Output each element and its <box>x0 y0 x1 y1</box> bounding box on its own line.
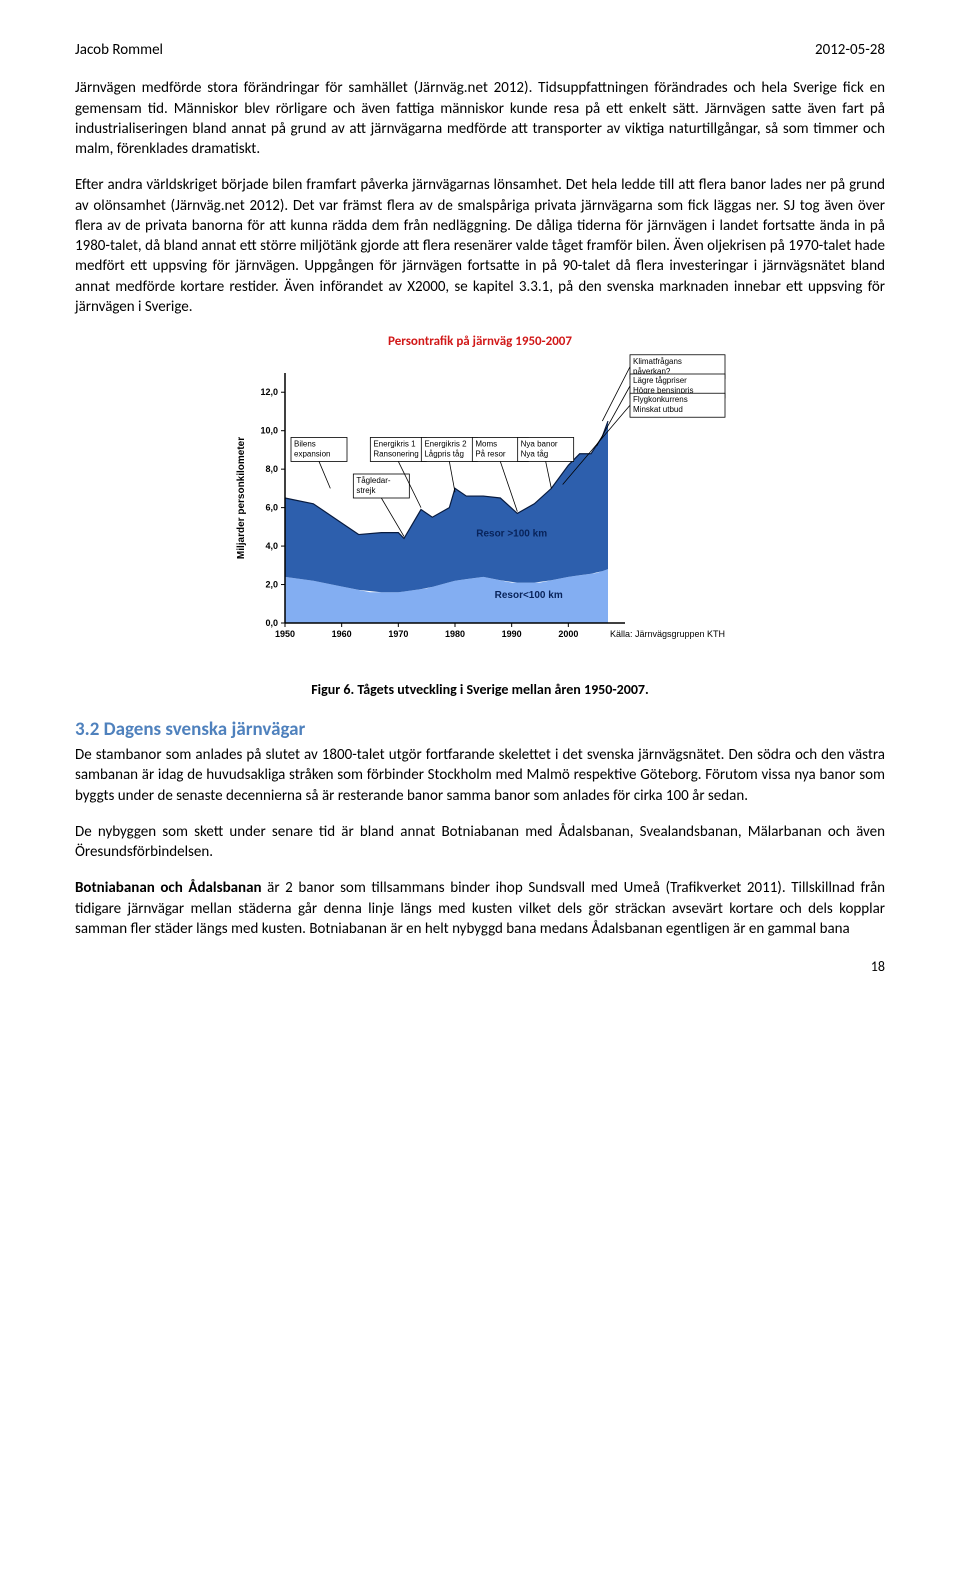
section-para-1: De stambanor som anlades på slutet av 18… <box>75 745 885 806</box>
area-label: Resor >100 km <box>476 528 547 539</box>
annotation-text: Ransonering <box>373 449 418 458</box>
annotation-text: Flygkonkurrens <box>633 395 688 404</box>
annotation-leader <box>597 386 630 446</box>
annotation-text: Lägre tågpriser <box>633 376 687 385</box>
svg-text:6,0: 6,0 <box>265 502 278 512</box>
body-text: Järnvägen medförde stora förändringar fö… <box>75 78 885 939</box>
annotation-leader <box>449 461 455 492</box>
svg-text:10,0: 10,0 <box>260 425 278 435</box>
header-date: 2012-05-28 <box>815 40 885 60</box>
svg-text:4,0: 4,0 <box>265 541 278 551</box>
page-number: 18 <box>871 958 885 977</box>
paragraph-1: Järnvägen medförde stora förändringar fö… <box>75 78 885 159</box>
annotation-leader <box>546 461 552 488</box>
svg-text:2,0: 2,0 <box>265 579 278 589</box>
page-header: Jacob Rommel 2012-05-28 <box>75 40 885 60</box>
annotation-text: Lågpris tåg <box>424 449 464 458</box>
chart-title: Persontrafik på järnväg 1950-2007 <box>230 333 730 351</box>
annotation-text: Moms <box>475 439 497 448</box>
chart-container: Persontrafik på järnväg 1950-2007 0,0 2,0… <box>230 333 730 653</box>
svg-text:0,0: 0,0 <box>265 618 278 628</box>
svg-text:2000: 2000 <box>558 629 578 639</box>
section-para-2: De nybyggen som skett under senare tid ä… <box>75 822 885 863</box>
annotation-text: Minskat utbud <box>633 405 683 414</box>
annotation-text: Nya banor <box>521 439 558 448</box>
paragraph-2: Efter andra världskriget började bilen f… <box>75 175 885 317</box>
annotation-text: strejk <box>356 486 376 495</box>
y-axis-label: Miljarder personkilometer <box>236 436 247 558</box>
rail-traffic-chart: 0,0 2,0 4,0 6,0 8,0 10,0 12,0 1950 1960 1970 1980 1… <box>230 353 730 653</box>
annotation-text: På resor <box>475 449 506 458</box>
annotation-text: Energikris 1 <box>373 439 416 448</box>
figure-caption: Figur 6. Tågets utveckling i Sverige mel… <box>75 681 885 700</box>
svg-text:1990: 1990 <box>502 629 522 639</box>
run-in-bold: Botniabanan och Ådalsbanan <box>75 879 262 897</box>
chart-source: Källa: Järnvägsgruppen KTH <box>610 629 725 639</box>
annotation-text: Klimatfrågans <box>633 356 682 365</box>
section-para-3: Botniabanan och Ådalsbanan är 2 banor so… <box>75 878 885 939</box>
svg-text:8,0: 8,0 <box>265 464 278 474</box>
annotation-text: Energikris 2 <box>424 439 467 448</box>
annotation-leader <box>381 498 404 536</box>
annotation-text: Nya tåg <box>521 449 549 458</box>
svg-text:12,0: 12,0 <box>260 387 278 397</box>
header-author: Jacob Rommel <box>75 40 163 60</box>
annotation-text: Bilens <box>294 439 316 448</box>
svg-text:1960: 1960 <box>332 629 352 639</box>
annotation-text: Tågledar- <box>356 476 391 485</box>
svg-text:1950: 1950 <box>275 629 295 639</box>
section-heading: 3.2 Dagens svenska järnvägar <box>75 717 885 743</box>
area-label: Resor<100 km <box>495 590 563 601</box>
annotation-text: expansion <box>294 449 330 458</box>
document-page: Jacob Rommel 2012-05-28 Järnvägen medför… <box>0 0 960 995</box>
svg-text:1980: 1980 <box>445 629 465 639</box>
svg-text:1970: 1970 <box>388 629 408 639</box>
annotation-leader <box>319 461 330 488</box>
